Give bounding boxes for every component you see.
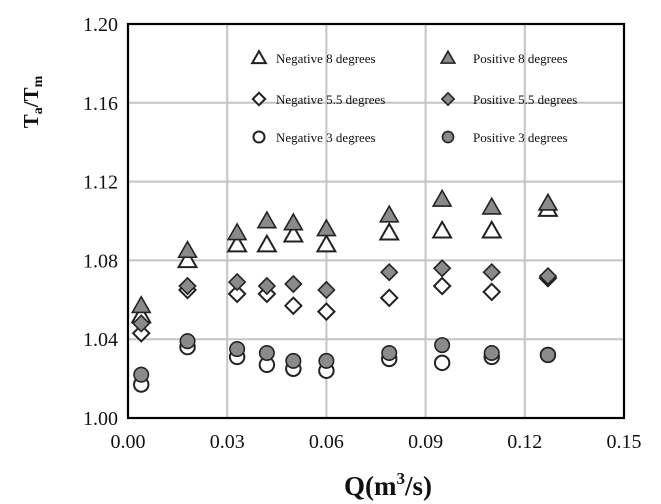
point-positive-5-5-degrees xyxy=(178,276,197,296)
point-positive-3-degrees xyxy=(285,352,302,369)
plot-frame xyxy=(126,22,626,420)
point-negative-5-5-degrees xyxy=(283,296,303,316)
point-negative-8-degrees xyxy=(176,249,199,269)
point-positive-8-degrees xyxy=(226,222,248,241)
y-tick-label: 1.00 xyxy=(83,408,118,430)
point-positive-8-degrees xyxy=(431,188,453,207)
point-positive-5-5-degrees xyxy=(227,272,247,292)
y-tick-label: 1.04 xyxy=(83,329,118,351)
point-negative-8-degrees xyxy=(282,223,304,243)
point-positive-3-degrees xyxy=(258,344,275,362)
point-negative-8-degrees xyxy=(378,221,400,241)
point-positive-8-degrees xyxy=(256,210,278,229)
point-positive-5-5-degrees xyxy=(380,263,399,282)
legend-marker-positive-8-degrees xyxy=(439,49,457,64)
data-points xyxy=(130,188,559,393)
point-positive-8-degrees xyxy=(481,196,503,215)
point-negative-5-5-degrees xyxy=(227,284,247,304)
point-negative-5-5-degrees xyxy=(379,288,399,308)
point-positive-5-5-degrees xyxy=(257,276,277,296)
point-negative-8-degrees xyxy=(226,233,248,253)
point-positive-8-degrees xyxy=(316,218,337,237)
point-positive-8-degrees xyxy=(378,204,400,223)
point-positive-5-5-degrees xyxy=(317,280,336,300)
legend-label-positive-8-degrees: Positive 8 degrees xyxy=(473,51,568,66)
y-tick-label: 1.20 xyxy=(83,14,118,36)
legend-label-negative-5-5-degrees: Negative 5.5 degrees xyxy=(276,92,385,107)
point-positive-3-degrees xyxy=(381,344,398,362)
point-negative-8-degrees xyxy=(315,233,338,253)
x-tick-label: 0.00 xyxy=(111,431,146,453)
x-tick-label: 0.03 xyxy=(210,431,245,453)
y-axis-label: Ta/Tm xyxy=(19,75,46,128)
point-positive-8-degrees xyxy=(283,212,304,231)
point-positive-3-degrees xyxy=(229,341,246,358)
point-positive-5-5-degrees xyxy=(132,314,151,333)
point-negative-8-degrees xyxy=(256,233,278,253)
point-positive-3-degrees xyxy=(483,344,500,362)
point-negative-5-5-degrees xyxy=(316,302,336,322)
y-tick-label: 1.08 xyxy=(83,250,118,272)
y-tick-label: 1.12 xyxy=(83,172,118,194)
point-positive-5-5-degrees xyxy=(284,274,303,294)
legend-marker-negative-8-degrees xyxy=(250,49,268,65)
point-positive-5-5-degrees xyxy=(432,259,452,278)
point-positive-3-degrees xyxy=(179,333,196,350)
x-tick-label: 0.15 xyxy=(607,431,642,453)
legend-label-positive-5-5-degrees: Positive 5.5 degrees xyxy=(473,92,577,107)
point-negative-8-degrees xyxy=(481,219,503,239)
point-negative-5-5-degrees xyxy=(131,323,151,343)
point-positive-3-degrees xyxy=(318,352,335,369)
point-negative-5-5-degrees xyxy=(432,276,452,296)
legend-label-negative-8-degrees: Negative 8 degrees xyxy=(276,51,376,66)
x-tick-label: 0.09 xyxy=(408,431,443,453)
point-positive-3-degrees xyxy=(133,366,150,383)
x-tick-label: 0.06 xyxy=(309,431,344,453)
legend-label-positive-3-degrees: Positive 3 degrees xyxy=(473,130,568,145)
point-positive-3-degrees xyxy=(539,346,556,363)
point-positive-5-5-degrees xyxy=(482,263,501,282)
point-positive-3-degrees xyxy=(434,337,451,354)
point-positive-5-5-degrees xyxy=(538,266,558,286)
point-negative-8-degrees xyxy=(431,219,453,239)
point-negative-5-5-degrees xyxy=(482,282,502,302)
point-negative-3-degrees xyxy=(433,354,451,372)
legend-marker-negative-3-degrees xyxy=(252,130,266,144)
axis-ticks: 0.00 0.03 0.06 0.09 0.12 0.15 1.00 1.04 1.08 1.12… xyxy=(83,14,642,453)
point-positive-8-degrees xyxy=(537,192,559,211)
legend-marker-positive-5-5-degrees xyxy=(440,91,456,107)
legend-marker-negative-5-5-degrees xyxy=(251,91,267,107)
x-tick-label: 0.12 xyxy=(507,431,542,453)
x-axis-label: Q(m3/s) xyxy=(344,469,432,501)
point-positive-8-degrees xyxy=(130,295,152,314)
y-tick-label: 1.16 xyxy=(83,93,118,115)
legend-marker-positive-3-degrees xyxy=(441,130,455,144)
point-positive-8-degrees xyxy=(177,240,198,259)
legend-label-negative-3-degrees: Negative 3 degrees xyxy=(276,130,376,145)
legend: Negative 8 degrees Positive 8 degrees Nega… xyxy=(250,49,577,145)
